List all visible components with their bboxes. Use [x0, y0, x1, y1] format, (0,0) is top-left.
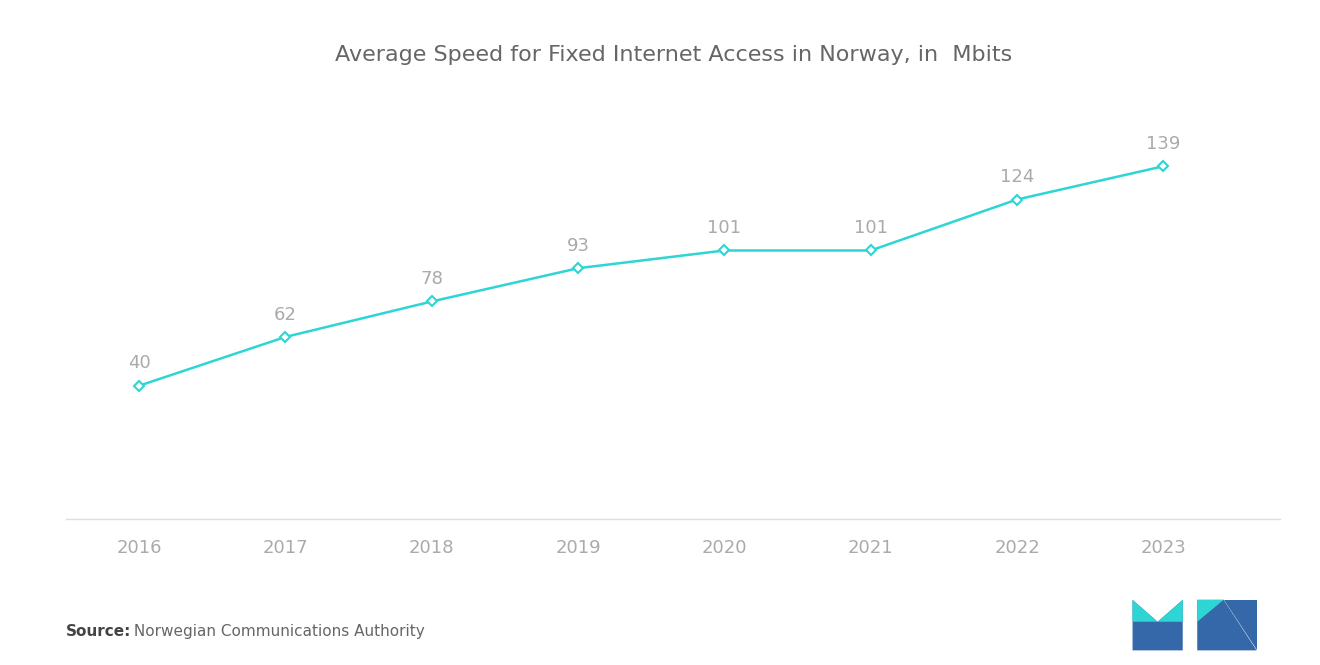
Text: 2023: 2023: [1140, 539, 1187, 557]
Polygon shape: [1158, 600, 1183, 622]
Text: 78: 78: [420, 270, 444, 288]
Text: 40: 40: [128, 354, 150, 372]
Text: 2021: 2021: [847, 539, 894, 557]
Text: Norwegian Communications Authority: Norwegian Communications Authority: [129, 624, 425, 639]
Polygon shape: [1197, 600, 1224, 622]
Text: 139: 139: [1146, 135, 1180, 153]
Text: Source:: Source:: [66, 624, 132, 639]
Title: Average Speed for Fixed Internet Access in Norway, in  Mbits: Average Speed for Fixed Internet Access …: [334, 45, 1012, 65]
Text: 62: 62: [275, 306, 297, 324]
Polygon shape: [1224, 600, 1257, 650]
Text: 101: 101: [708, 219, 742, 237]
Text: 101: 101: [854, 219, 888, 237]
Text: 2018: 2018: [409, 539, 454, 557]
Text: 93: 93: [566, 237, 590, 255]
Text: 2020: 2020: [702, 539, 747, 557]
Polygon shape: [1133, 600, 1158, 622]
Text: 2019: 2019: [556, 539, 601, 557]
Text: 2017: 2017: [263, 539, 309, 557]
Text: 2022: 2022: [994, 539, 1040, 557]
Polygon shape: [1197, 600, 1257, 650]
Polygon shape: [1133, 600, 1183, 650]
Text: 124: 124: [999, 168, 1035, 186]
Text: 2016: 2016: [116, 539, 162, 557]
